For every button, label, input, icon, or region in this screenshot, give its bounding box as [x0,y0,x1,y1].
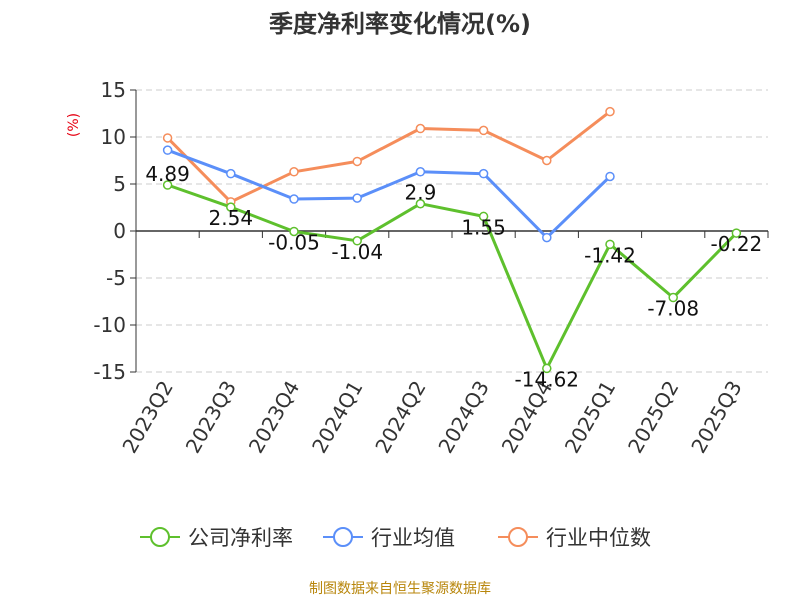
data-point [415,198,426,209]
data-point [352,193,362,203]
series-lines [166,110,738,370]
series-line-1 [167,148,612,240]
legend-label: 公司净利率 [188,526,293,550]
legend-item: 行业均值 [323,526,455,550]
axes [130,89,769,373]
data-label: 4.89 [145,162,190,186]
legend-item: 公司净利率 [140,526,293,550]
data-point [605,171,615,182]
y-tick-label: 0 [113,219,126,243]
legend-marker-icon [150,527,170,547]
data-label: -1.04 [331,240,383,264]
data-point [478,168,489,179]
y-tick-label: -10 [93,313,126,337]
data-point [162,145,173,155]
data-point [289,194,299,204]
data-point [415,167,426,177]
chart-title: 季度净利率变化情况(%) [269,10,531,38]
data-label: -1.42 [584,243,636,267]
data-point [162,180,173,190]
data-point [478,211,489,222]
data-label: -0.22 [711,232,763,256]
data-labels: 4.89 2.54 -0.05 -1.04 2.9 1.55 -14.62 -1.42 -7.0… [145,162,762,391]
x-tick-labels: 2023Q2 2023Q3 2023Q4 2024Q1 2024Q2 2024Q3 2024… [117,376,746,457]
data-point [542,155,552,166]
x-tick-label: 2024Q1 [307,377,367,458]
data-point [731,228,742,238]
series-points [162,106,742,374]
data-point [605,239,615,250]
data-point [668,292,678,303]
x-tick-label: 2025Q2 [623,377,683,458]
legend-label: 行业中位数 [546,526,651,550]
y-tick-label: 10 [101,125,126,149]
legend-marker-icon [508,527,528,547]
legend-marker-icon [333,527,353,547]
data-point [352,156,362,167]
x-tick-label: 2024Q2 [370,377,430,458]
data-point [542,232,552,243]
data-label: -0.05 [268,230,320,254]
x-tick-label: 2023Q2 [117,377,177,458]
data-point [289,226,299,237]
x-tick-label: 2023Q3 [181,377,241,458]
legend-label: 行业均值 [371,526,455,550]
data-point [542,363,552,374]
y-tick-label: 15 [101,78,126,102]
x-tick-label: 2024Q3 [433,376,493,457]
data-point [352,236,362,246]
grid-lines [136,89,768,373]
data-label: -14.62 [515,367,579,391]
y-axis-unit: (%) [66,113,82,137]
series-line-2 [166,110,611,204]
data-point [415,123,426,134]
data-label: 2.9 [404,181,436,205]
series-line-0 [167,183,738,370]
y-tick-labels: 15 10 5 0 -5 -10 -15 [93,78,126,384]
data-point [289,167,299,177]
y-tick-label: -5 [106,266,126,290]
data-point [162,133,173,143]
legend-item: 行业中位数 [498,526,651,550]
y-tick-label: 5 [113,172,126,196]
data-label: 2.54 [209,206,254,230]
x-tick-label: 2025Q3 [686,377,746,458]
source-footer: 制图数据来自恒生聚源数据库 [309,581,491,597]
legend: 公司净利率 行业均值 行业中位数 [140,526,651,550]
data-label: -7.08 [647,297,699,321]
data-point [226,202,236,212]
data-point [226,168,236,179]
data-label: 1.55 [461,215,506,239]
data-point [478,125,489,136]
data-point [605,106,615,117]
y-tick-label: -15 [93,360,126,384]
x-tick-label: 2023Q4 [244,377,304,458]
